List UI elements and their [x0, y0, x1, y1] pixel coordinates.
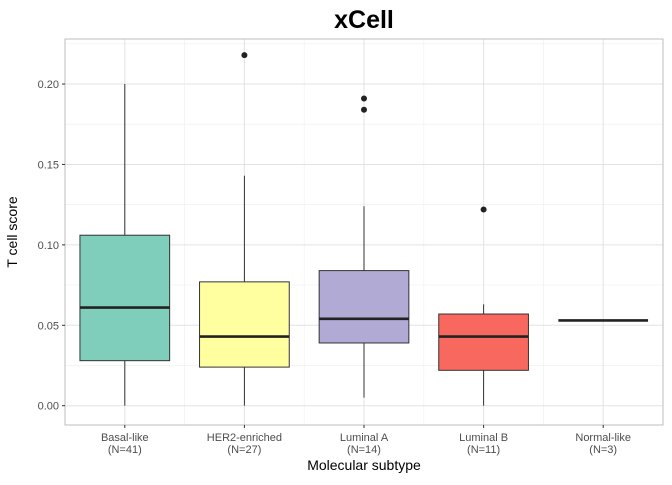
box-body [318, 270, 410, 344]
y-tick-label: 0.00 [38, 401, 59, 413]
x-tick-label: HER2-enriched [207, 432, 282, 444]
x-tick-label: Basal-like [101, 432, 149, 444]
box-basal-like [79, 84, 171, 406]
x-axis-label: Molecular subtype [307, 457, 421, 473]
y-tick-label: 0.15 [38, 159, 59, 171]
boxes [79, 52, 649, 406]
x-tick-count-label: (N=14) [347, 444, 381, 456]
x-tick-label: Luminal A [340, 432, 389, 444]
outlier-point [361, 106, 367, 113]
box-body [438, 313, 529, 371]
x-tick-count-label: (N=3) [589, 444, 617, 456]
outlier-point [361, 95, 367, 102]
chart-title: xCell [334, 6, 394, 34]
box-body [79, 234, 171, 362]
x-tick-label: Normal-like [575, 432, 631, 444]
y-tick-label: 0.05 [38, 320, 59, 332]
box-body [199, 281, 290, 368]
x-tick-count-label: (N=11) [467, 444, 500, 456]
box-her2-enriched [199, 52, 290, 406]
box-luminal-a [318, 95, 410, 398]
outlier-point [480, 206, 487, 213]
y-axis-label: T cell score [4, 196, 20, 268]
x-tick-count-label: (N=41) [108, 444, 142, 456]
outlier-point [241, 52, 248, 59]
box-luminal-b [438, 206, 529, 406]
axes: 0.00 0.05 0.10 0.15 0.20 Basal-like(N=41) HER2… [38, 79, 631, 456]
x-tick-label: Luminal B [459, 432, 508, 444]
y-tick-label: 0.10 [38, 240, 59, 252]
x-tick-count-label: (N=27) [227, 444, 261, 456]
y-tick-label: 0.20 [38, 79, 59, 91]
